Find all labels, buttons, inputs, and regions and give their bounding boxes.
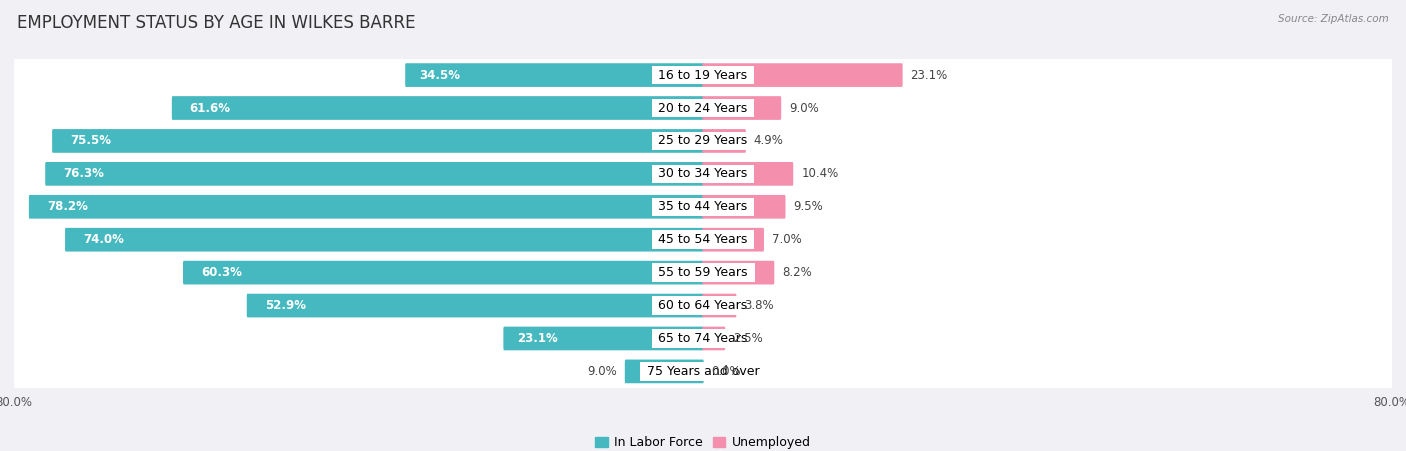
FancyBboxPatch shape: [246, 294, 703, 318]
Text: 75.5%: 75.5%: [70, 134, 111, 147]
FancyBboxPatch shape: [14, 348, 1392, 395]
Text: 45 to 54 Years: 45 to 54 Years: [654, 233, 752, 246]
FancyBboxPatch shape: [703, 129, 747, 153]
FancyBboxPatch shape: [703, 228, 763, 252]
FancyBboxPatch shape: [65, 228, 703, 252]
Text: 3.8%: 3.8%: [744, 299, 773, 312]
Text: 78.2%: 78.2%: [46, 200, 87, 213]
FancyBboxPatch shape: [14, 118, 1392, 164]
Text: 2.5%: 2.5%: [733, 332, 763, 345]
Text: Source: ZipAtlas.com: Source: ZipAtlas.com: [1278, 14, 1389, 23]
FancyBboxPatch shape: [14, 315, 1392, 362]
Text: 8.2%: 8.2%: [782, 266, 813, 279]
FancyBboxPatch shape: [14, 184, 1392, 230]
FancyBboxPatch shape: [624, 359, 703, 383]
FancyBboxPatch shape: [703, 63, 903, 87]
FancyBboxPatch shape: [703, 327, 725, 350]
FancyBboxPatch shape: [14, 151, 1392, 197]
FancyBboxPatch shape: [14, 282, 1392, 329]
Text: 10.4%: 10.4%: [801, 167, 838, 180]
Text: 23.1%: 23.1%: [911, 69, 948, 82]
FancyBboxPatch shape: [703, 195, 786, 219]
FancyBboxPatch shape: [14, 52, 1392, 98]
Text: 9.5%: 9.5%: [793, 200, 823, 213]
Text: 55 to 59 Years: 55 to 59 Years: [654, 266, 752, 279]
Text: 25 to 29 Years: 25 to 29 Years: [654, 134, 752, 147]
Text: 61.6%: 61.6%: [190, 101, 231, 115]
Text: 65 to 74 Years: 65 to 74 Years: [654, 332, 752, 345]
Text: 75 Years and over: 75 Years and over: [643, 365, 763, 378]
Text: EMPLOYMENT STATUS BY AGE IN WILKES BARRE: EMPLOYMENT STATUS BY AGE IN WILKES BARRE: [17, 14, 415, 32]
Text: 30 to 34 Years: 30 to 34 Years: [654, 167, 752, 180]
FancyBboxPatch shape: [14, 249, 1392, 296]
Text: 16 to 19 Years: 16 to 19 Years: [654, 69, 752, 82]
Text: 23.1%: 23.1%: [517, 332, 558, 345]
Text: 60.3%: 60.3%: [201, 266, 242, 279]
Text: 76.3%: 76.3%: [63, 167, 104, 180]
Text: 52.9%: 52.9%: [264, 299, 305, 312]
FancyBboxPatch shape: [503, 327, 703, 350]
Text: 34.5%: 34.5%: [419, 69, 460, 82]
Text: 9.0%: 9.0%: [789, 101, 818, 115]
FancyBboxPatch shape: [703, 96, 782, 120]
FancyBboxPatch shape: [45, 162, 703, 186]
FancyBboxPatch shape: [14, 85, 1392, 131]
Text: 7.0%: 7.0%: [772, 233, 801, 246]
Text: 20 to 24 Years: 20 to 24 Years: [654, 101, 752, 115]
FancyBboxPatch shape: [703, 261, 775, 285]
FancyBboxPatch shape: [703, 162, 793, 186]
Text: 9.0%: 9.0%: [588, 365, 617, 378]
Text: 0.0%: 0.0%: [711, 365, 741, 378]
FancyBboxPatch shape: [14, 216, 1392, 263]
FancyBboxPatch shape: [703, 294, 737, 318]
Legend: In Labor Force, Unemployed: In Labor Force, Unemployed: [591, 431, 815, 451]
Text: 4.9%: 4.9%: [754, 134, 783, 147]
Text: 60 to 64 Years: 60 to 64 Years: [654, 299, 752, 312]
FancyBboxPatch shape: [30, 195, 703, 219]
FancyBboxPatch shape: [52, 129, 703, 153]
FancyBboxPatch shape: [405, 63, 703, 87]
FancyBboxPatch shape: [183, 261, 703, 285]
Text: 35 to 44 Years: 35 to 44 Years: [654, 200, 752, 213]
FancyBboxPatch shape: [172, 96, 703, 120]
Text: 74.0%: 74.0%: [83, 233, 124, 246]
